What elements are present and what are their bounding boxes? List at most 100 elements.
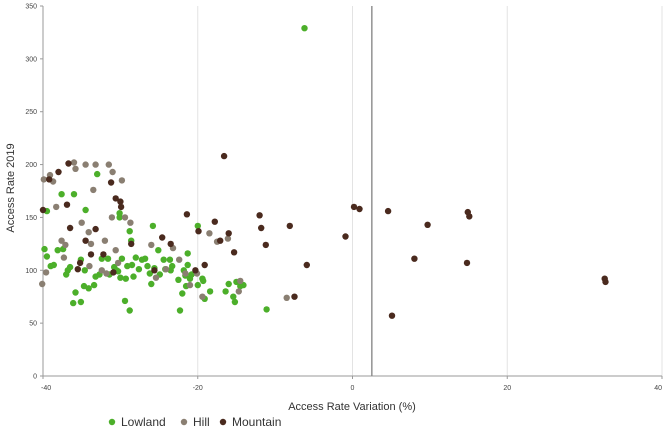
data-point-mountain	[192, 267, 199, 274]
legend-marker-lowland	[108, 418, 116, 426]
data-point-lowland	[149, 222, 157, 230]
data-point-hill	[42, 269, 50, 276]
points-layer	[39, 25, 609, 319]
data-point-lowland	[301, 25, 308, 32]
data-point-mountain	[66, 224, 74, 232]
data-point-mountain	[151, 267, 158, 274]
data-point-mountain	[183, 211, 191, 218]
data-point-mountain	[110, 269, 117, 276]
data-point-lowland	[194, 281, 201, 289]
data-point-mountain	[167, 240, 174, 248]
data-point-hill	[176, 256, 183, 263]
data-point-lowland	[155, 247, 162, 254]
data-point-lowland	[104, 255, 112, 262]
x-tick-label: 20	[503, 385, 511, 392]
data-point-lowland	[43, 253, 51, 260]
data-point-mountain	[65, 160, 72, 167]
data-point-mountain	[117, 198, 124, 205]
data-point-mountain	[463, 259, 471, 267]
data-point-mountain	[356, 205, 363, 213]
data-point-mountain	[388, 312, 396, 319]
data-point-lowland	[222, 288, 229, 295]
data-point-hill	[85, 229, 92, 236]
data-point-mountain	[211, 218, 218, 225]
x-tick-label: -40	[41, 385, 51, 392]
data-point-lowland	[146, 270, 153, 277]
data-point-mountain	[225, 230, 232, 237]
tick-layer: 0 50 100 150 200 250 300 350 -40 -20 0 20 40	[25, 4, 663, 392]
y-tick-label: 100	[25, 268, 37, 275]
data-point-lowland	[117, 274, 124, 281]
data-point-lowland	[77, 298, 85, 306]
data-point-mountain	[82, 237, 89, 244]
data-point-lowland	[176, 307, 184, 314]
data-point-hill	[39, 280, 46, 288]
data-point-hill	[105, 161, 113, 168]
data-point-lowland	[118, 255, 126, 262]
data-point-hill	[108, 214, 116, 221]
legend-label-hill: Hill	[193, 415, 210, 429]
y-tick-label: 0	[33, 374, 37, 381]
data-point-hill	[53, 203, 60, 211]
data-point-hill	[72, 165, 79, 172]
data-point-hill	[182, 270, 189, 277]
data-point-lowland	[54, 247, 61, 254]
data-point-lowland	[200, 277, 207, 285]
data-point-hill	[112, 247, 119, 254]
data-point-mountain	[303, 261, 310, 269]
data-point-hill	[92, 161, 99, 168]
data-point-mountain	[424, 221, 431, 228]
data-point-lowland	[184, 261, 191, 269]
data-point-hill	[114, 259, 122, 267]
data-point-hill	[186, 281, 194, 289]
data-point-lowland	[179, 290, 186, 297]
y-axis-title: Access Rate 2019	[5, 143, 17, 232]
legend-item-mountain: Mountain	[219, 415, 281, 429]
data-point-hill	[148, 241, 155, 249]
series-mountain	[39, 152, 609, 319]
data-point-hill	[98, 267, 106, 274]
data-point-hill	[82, 161, 89, 168]
data-point-lowland	[230, 293, 237, 300]
data-point-lowland	[184, 250, 191, 257]
data-point-mountain	[258, 224, 265, 232]
data-point-lowland	[128, 261, 136, 269]
data-point-lowland	[122, 275, 129, 282]
data-point-lowland	[58, 191, 65, 198]
data-point-lowland	[126, 307, 133, 314]
legend-marker-mountain	[219, 418, 227, 426]
data-point-hill	[235, 288, 242, 295]
data-point-lowland	[90, 281, 98, 289]
data-point-lowland	[94, 170, 101, 178]
data-point-mountain	[128, 240, 135, 248]
x-tick-label: -20	[193, 385, 203, 392]
grid-layer	[197, 6, 663, 376]
data-point-hill	[101, 237, 109, 244]
legend: Lowland Hill Mountain	[108, 415, 281, 429]
data-point-hill	[86, 262, 93, 270]
x-axis-title: Access Rate Variation (%)	[288, 401, 416, 413]
data-point-mountain	[286, 222, 293, 230]
data-point-mountain	[217, 237, 224, 244]
data-point-mountain	[117, 203, 125, 211]
data-point-hill	[121, 214, 129, 221]
data-point-lowland	[47, 262, 54, 270]
data-point-mountain	[55, 168, 62, 176]
y-tick-label: 250	[25, 109, 37, 116]
data-point-lowland	[62, 271, 70, 278]
data-point-lowland	[135, 266, 143, 273]
data-point-mountain	[112, 195, 119, 202]
data-point-hill	[70, 159, 78, 166]
data-point-lowland	[175, 276, 182, 283]
data-point-hill	[199, 293, 206, 300]
legend-label-lowland: Lowland	[121, 415, 166, 429]
data-point-mountain	[39, 206, 47, 214]
data-point-lowland	[132, 254, 139, 261]
data-point-mountain	[350, 203, 358, 211]
data-point-mountain	[63, 201, 71, 208]
data-point-mountain	[411, 255, 418, 262]
data-point-lowland	[121, 297, 129, 305]
data-point-lowland	[92, 273, 99, 280]
data-point-hill	[103, 270, 110, 277]
legend-item-lowland: Lowland	[108, 415, 166, 429]
